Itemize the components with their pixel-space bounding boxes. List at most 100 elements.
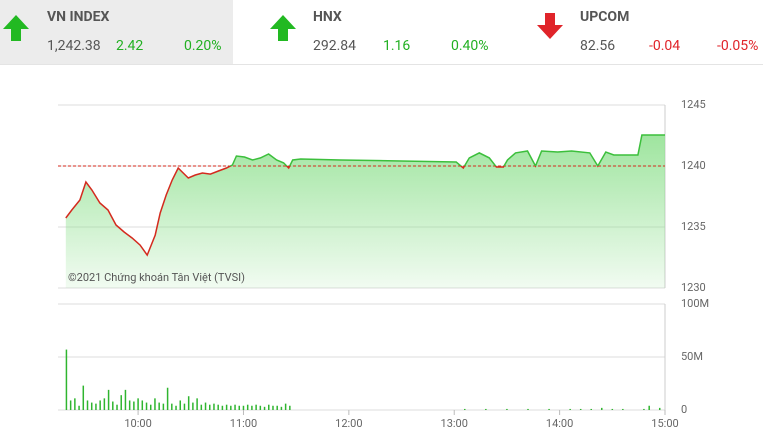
volume-bar <box>225 404 228 410</box>
volume-bar <box>112 401 114 410</box>
index-name: UPCOM <box>580 9 630 25</box>
volume-bar <box>116 404 118 410</box>
y-tick-label: 1235 <box>681 220 706 233</box>
volume-bar <box>217 404 219 410</box>
volume-bar <box>590 408 592 410</box>
index-card[interactable]: UPCOM 82.56 -0.04 -0.05% <box>533 0 763 64</box>
volume-bar <box>289 405 291 410</box>
y-tick-label: 50M <box>681 350 703 363</box>
volume-bar <box>272 405 274 410</box>
volume-bar <box>234 404 236 410</box>
volume-bar <box>548 408 550 410</box>
index-name: VN INDEX <box>47 9 110 25</box>
volume-bar <box>280 406 283 410</box>
volume-bar <box>622 408 624 410</box>
volume-bar <box>103 398 106 410</box>
divider <box>0 64 763 65</box>
volume-bar <box>175 405 177 410</box>
index-value: 292.84 <box>313 38 357 54</box>
volume-bar <box>204 402 207 410</box>
index-percent: 0.20% <box>184 38 222 54</box>
up-arrow <box>3 15 29 41</box>
price-line <box>228 134 665 166</box>
volume-bar <box>82 385 85 410</box>
index-value: 82.56 <box>580 38 616 54</box>
index-name: HNX <box>313 9 342 25</box>
volume-bar <box>107 389 110 410</box>
volume-bar <box>65 349 68 410</box>
y-tick-label: 1230 <box>681 281 706 294</box>
volume-bar <box>601 407 603 410</box>
price-line <box>65 166 599 257</box>
volume-bar <box>183 403 186 410</box>
volume-bar <box>128 400 131 410</box>
y-tick-label: 100M <box>681 297 709 310</box>
volume-bar <box>221 405 224 410</box>
volume-bar <box>259 405 262 410</box>
index-percent: 0.40% <box>451 38 489 54</box>
volume-bar <box>251 405 253 410</box>
volume-bar <box>99 400 101 410</box>
volume-bar <box>133 401 135 410</box>
volume-bar <box>658 407 661 410</box>
volume-bar <box>124 389 127 410</box>
y-tick-label: 1240 <box>681 159 706 172</box>
volume-bar <box>230 405 232 410</box>
down-arrow <box>537 13 563 39</box>
x-tick-label: 14:00 <box>546 417 573 430</box>
volume-bar <box>284 403 287 410</box>
volume-bar <box>95 403 97 410</box>
index-card[interactable]: HNX 292.84 1.16 0.40% <box>266 0 532 64</box>
volume-bar <box>141 400 144 410</box>
volume-bar <box>187 396 190 410</box>
x-tick-label: 12:00 <box>335 417 362 430</box>
volume-bar <box>137 398 139 410</box>
volume-bar <box>145 402 148 410</box>
volume-bar <box>196 398 198 410</box>
index-value: 1,242.38 <box>47 38 101 54</box>
volume-bar <box>149 404 152 410</box>
volume-bar <box>120 395 122 410</box>
price-area <box>65 135 665 288</box>
volume-bar <box>263 406 266 410</box>
x-tick-label: 15:00 <box>651 417 678 430</box>
volume-bar <box>611 408 614 410</box>
volume-bar <box>166 387 169 410</box>
volume-bar <box>464 408 466 410</box>
volume-bar <box>506 408 508 410</box>
volume-bar <box>78 405 80 410</box>
index-change: 2.42 <box>116 38 144 54</box>
volume-bar <box>200 404 203 410</box>
volume-bar <box>276 405 278 410</box>
volume-bar <box>213 403 215 410</box>
volume-bar <box>171 403 173 410</box>
x-tick-label: 11:00 <box>230 417 257 430</box>
volume-bar <box>158 402 160 410</box>
volume-bar <box>579 408 582 410</box>
volume-bar <box>242 405 245 410</box>
volume-bar <box>179 400 181 410</box>
volume-bar <box>648 405 650 410</box>
volume-bar <box>90 402 93 410</box>
y-tick-label: 1245 <box>681 98 706 111</box>
up-arrow <box>270 15 296 41</box>
volume-bar <box>154 398 156 410</box>
volume-bar <box>527 408 529 410</box>
index-card[interactable]: VN INDEX 1,242.38 2.42 0.20% <box>0 0 233 64</box>
x-tick-label: 10:00 <box>124 417 151 430</box>
annotation: ©2021 Chứng khoán Tân Việt (TVSI) <box>68 271 245 284</box>
volume-bar <box>238 405 241 410</box>
volume-bar <box>209 404 211 410</box>
volume-bar <box>69 400 72 410</box>
volume-bar <box>268 404 270 410</box>
index-change: 1.16 <box>383 38 411 54</box>
volume-bar <box>192 402 194 410</box>
volume-bar <box>162 403 165 410</box>
index-change: -0.04 <box>649 38 681 54</box>
volume-bar <box>255 404 257 410</box>
volume-bar <box>485 408 487 410</box>
x-tick-label: 13:00 <box>441 417 468 430</box>
volume-bar <box>86 400 89 410</box>
volume-bar <box>246 404 249 410</box>
